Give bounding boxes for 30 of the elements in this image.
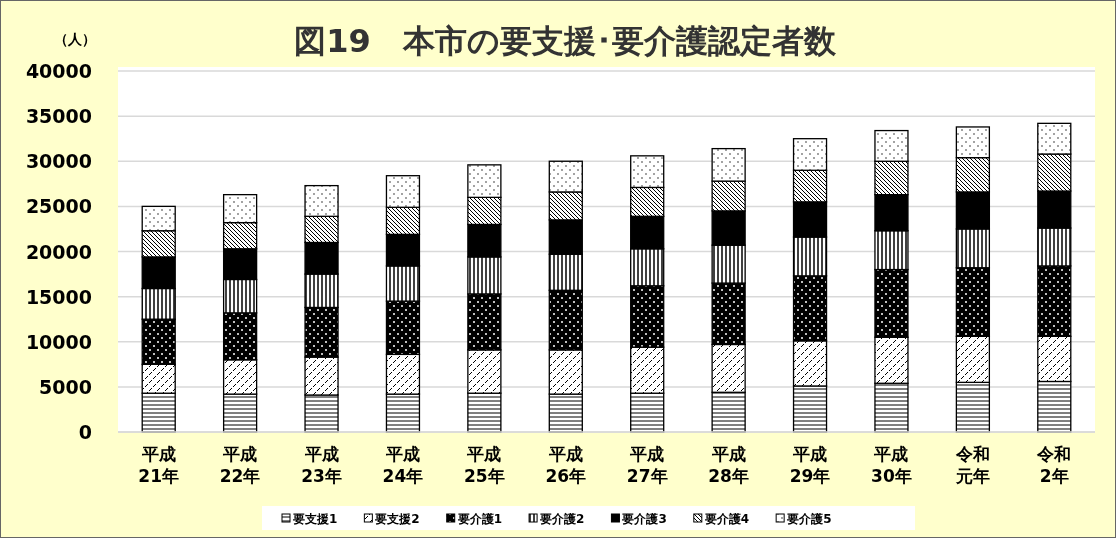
y-tick-label: 20000 bbox=[25, 240, 92, 263]
y-tick-label: 30000 bbox=[25, 150, 92, 173]
x-tick-label: 平成24年 bbox=[382, 444, 424, 486]
legend-label: 要介護5 bbox=[786, 512, 832, 526]
x-tick-label: 平成27年 bbox=[626, 444, 668, 486]
chart-title: 図19 本市の要支援･要介護認定者数 bbox=[294, 22, 837, 60]
x-tick-label: 平成26年 bbox=[545, 444, 587, 486]
legend-label: 要介護1 bbox=[456, 512, 503, 526]
y-tick-label: 0 bbox=[78, 421, 92, 443]
y-tick-label: 5000 bbox=[39, 375, 92, 398]
x-tick-label: 令和元年 bbox=[954, 444, 990, 486]
legend-label: 要介護2 bbox=[539, 512, 585, 526]
legend-label: 要支援1 bbox=[292, 512, 338, 526]
x-tick-label: 平成23年 bbox=[301, 444, 342, 486]
x-tick-label: 平成25年 bbox=[464, 444, 505, 486]
y-tick-label: 35000 bbox=[25, 105, 92, 128]
y-axis-title: （人） bbox=[54, 31, 96, 47]
x-tick-label: 平成21年 bbox=[138, 444, 180, 486]
x-tick-label: 平成22年 bbox=[219, 444, 261, 486]
x-tick-label: 平成30年 bbox=[871, 444, 912, 486]
y-tick-label: 25000 bbox=[25, 195, 92, 218]
legend-label: 要介護3 bbox=[621, 512, 667, 526]
x-tick-label: 平成29年 bbox=[789, 444, 831, 486]
y-tick-label: 40000 bbox=[25, 60, 92, 82]
x-tick-label: 令和2年 bbox=[1036, 444, 1072, 486]
y-tick-label: 15000 bbox=[25, 285, 92, 308]
legend-label: 要支援2 bbox=[374, 512, 420, 526]
legend-label: 要介護4 bbox=[703, 512, 750, 526]
x-tick-label: 平成28年 bbox=[708, 444, 749, 486]
y-tick-label: 10000 bbox=[25, 330, 92, 353]
